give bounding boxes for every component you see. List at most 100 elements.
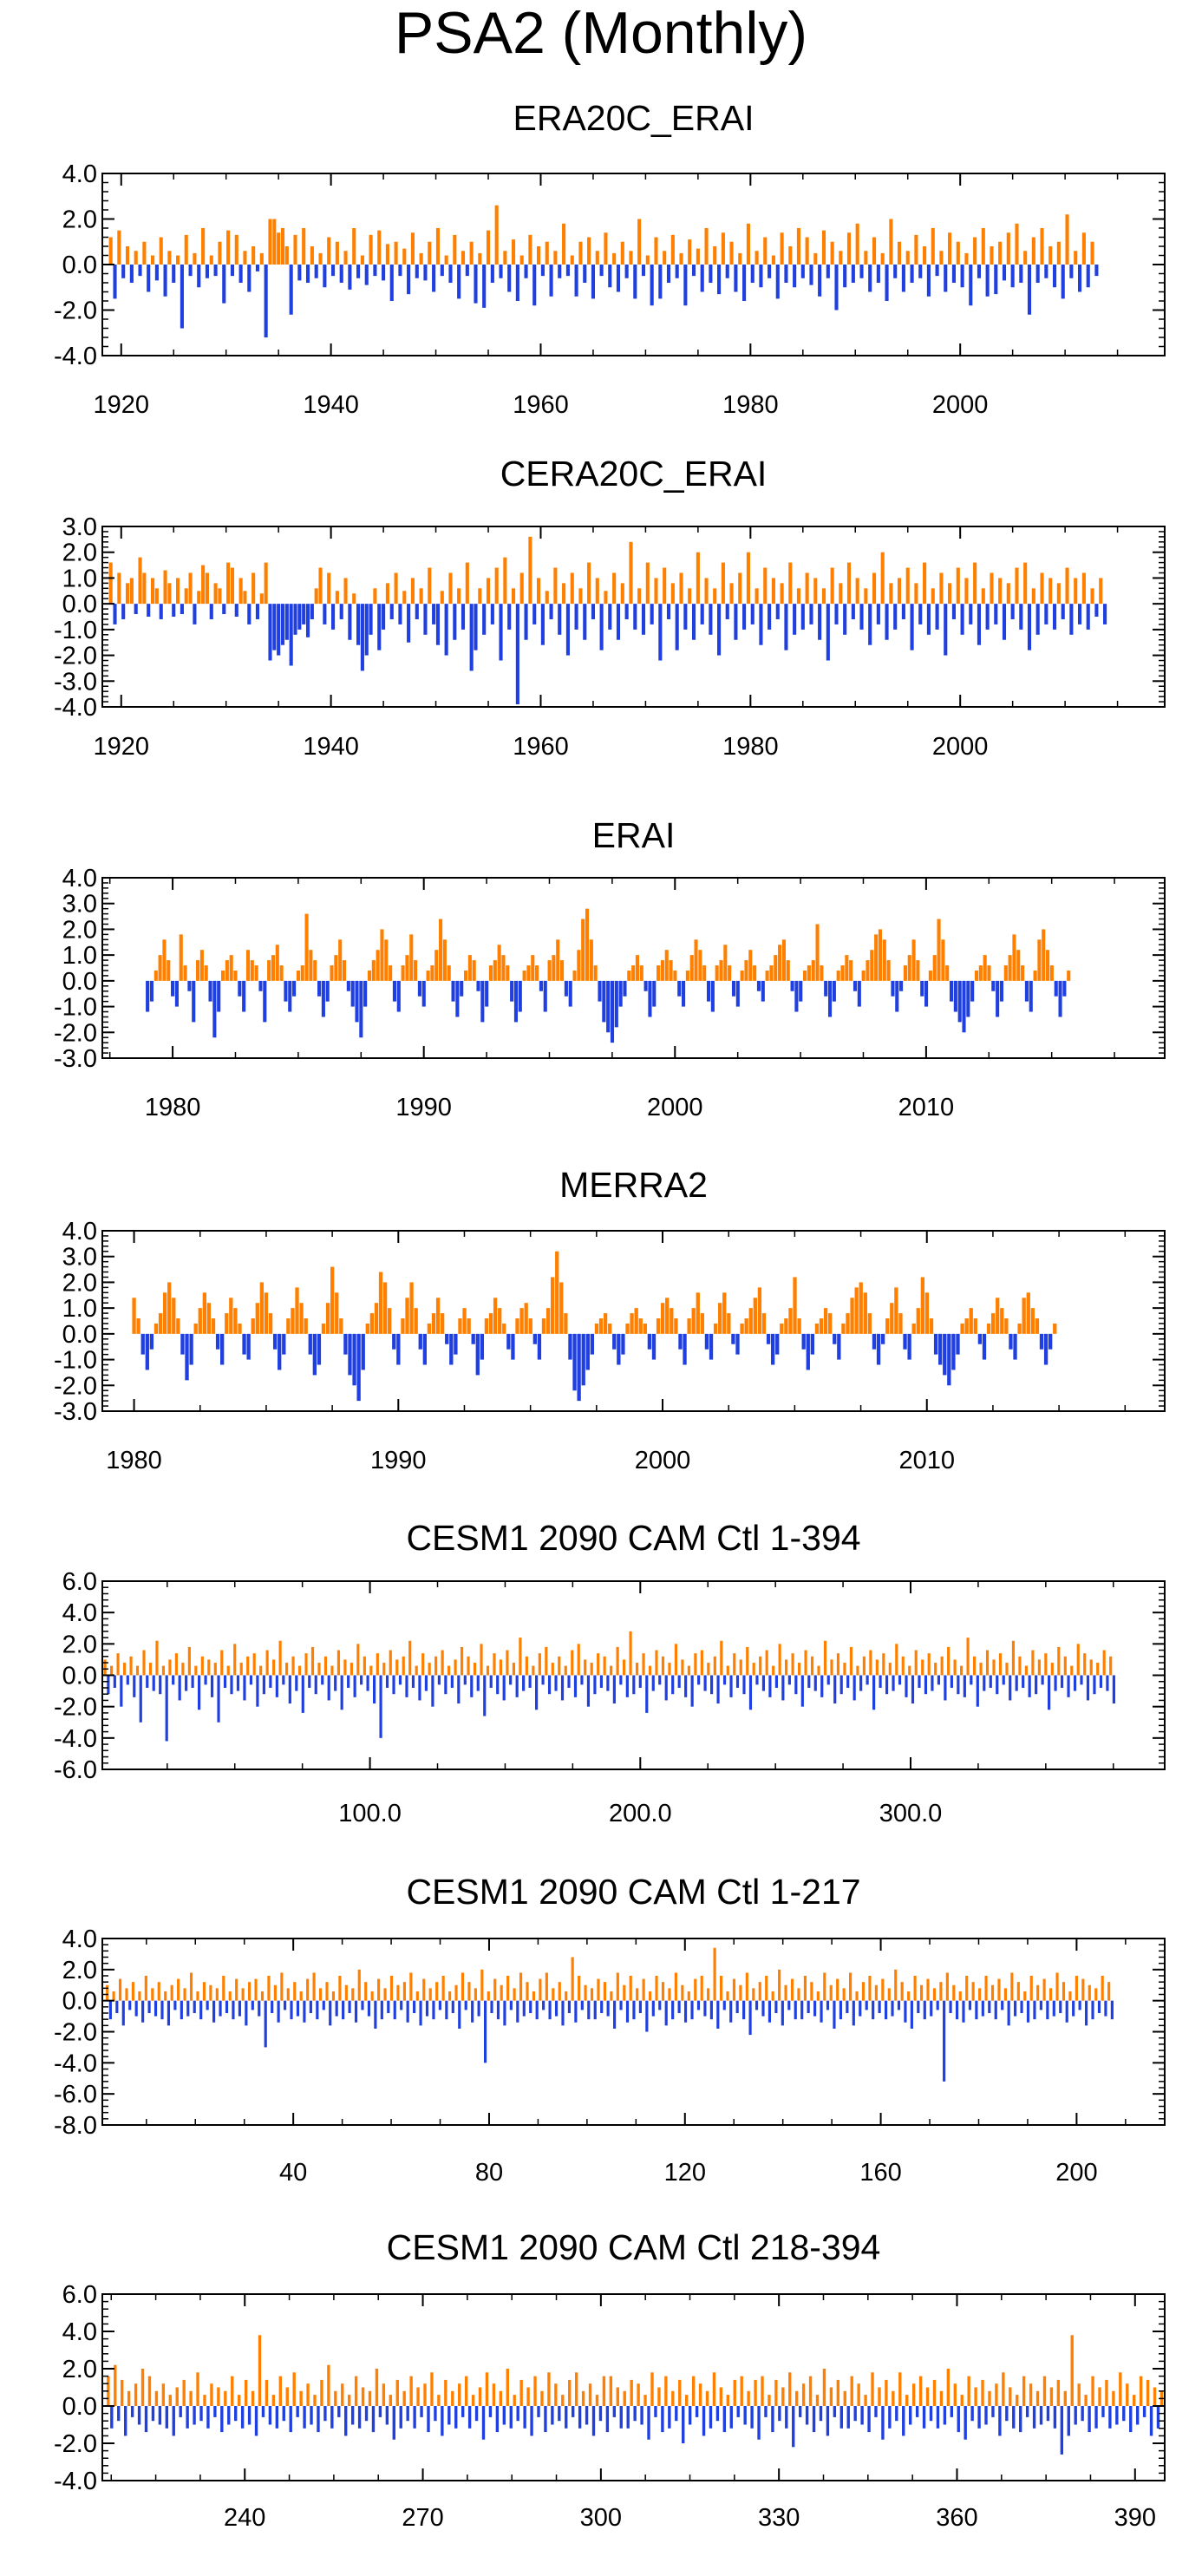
positive-bar [839, 583, 843, 605]
positive-bar [209, 255, 213, 265]
negative-bar [650, 604, 654, 624]
positive-bar [402, 591, 407, 605]
negative-bar [302, 604, 306, 624]
positive-bar [765, 970, 769, 981]
positive-bar [903, 965, 907, 981]
negative-bar [427, 2406, 430, 2433]
positive-bar [1031, 588, 1035, 605]
negative-bar [441, 2406, 444, 2436]
positive-bar [587, 562, 591, 605]
negative-bar [126, 1675, 129, 1685]
y-tick-label: -1.0 [54, 617, 97, 644]
negative-bar [809, 604, 813, 624]
positive-bar [176, 578, 180, 605]
positive-bar [193, 1323, 198, 1334]
positive-bar [612, 252, 617, 265]
positive-bar [354, 2376, 358, 2406]
negative-bar [419, 2000, 422, 2026]
negative-bar [280, 604, 285, 645]
positive-bar [674, 1972, 677, 2001]
positive-bar [867, 1313, 872, 1334]
negative-bar [193, 2406, 196, 2425]
negative-bar [565, 604, 570, 656]
positive-bar [327, 237, 331, 265]
negative-bar [316, 2000, 319, 2020]
positive-bar [246, 1656, 250, 1676]
positive-bar [830, 1659, 833, 1676]
positive-bar [410, 578, 415, 605]
negative-bar [593, 2000, 597, 2020]
negative-bar [180, 604, 184, 615]
positive-bar [1075, 1976, 1078, 2001]
negative-bar [159, 604, 163, 619]
negative-bar [432, 2000, 435, 2020]
negative-bar [581, 1333, 585, 1386]
negative-bar [292, 980, 297, 997]
positive-bar [402, 248, 407, 265]
negative-bar [364, 2406, 369, 2422]
positive-bar [744, 1318, 748, 1334]
positive-bar [610, 1665, 613, 1676]
negative-bar [1007, 2000, 1010, 2026]
positive-bar [541, 1318, 546, 1334]
positive-bar [1048, 246, 1053, 265]
positive-bar [233, 1308, 238, 1334]
negative-bar [482, 265, 487, 308]
negative-bar [984, 2406, 988, 2425]
negative-bar [832, 980, 836, 1002]
negative-bar [1012, 2406, 1016, 2429]
positive-bar [990, 1313, 996, 1334]
negative-bar [1044, 265, 1048, 278]
negative-bar [213, 265, 218, 277]
positive-bar [1005, 1663, 1009, 1676]
negative-bar [1088, 2406, 1091, 2433]
positive-bar [1057, 1646, 1061, 1676]
negative-bar [800, 604, 805, 630]
positive-bar [801, 2383, 806, 2406]
positive-bar [814, 1323, 820, 1334]
positive-bar [519, 2379, 523, 2406]
positive-bar [157, 1982, 160, 2001]
negative-bar [807, 1675, 811, 1688]
y-tick-label: 4.0 [62, 1599, 97, 1627]
positive-bar [201, 565, 206, 605]
positive-bar [581, 2390, 585, 2406]
positive-bar [797, 1663, 801, 1676]
negative-bar [549, 604, 553, 619]
positive-bar [506, 1650, 509, 1676]
positive-bar [144, 1976, 147, 2001]
positive-bar [134, 251, 138, 265]
positive-bar [338, 1976, 342, 2001]
positive-bar [739, 1984, 742, 2001]
negative-bar [781, 1675, 785, 1701]
negative-bar [558, 2406, 561, 2422]
negative-bar [700, 604, 704, 624]
positive-bar [1139, 2376, 1143, 2406]
negative-bar [757, 2406, 761, 2440]
positive-bar [148, 1663, 153, 1676]
positive-bar [230, 567, 235, 605]
negative-bar [602, 980, 606, 1023]
negative-bar [843, 265, 847, 288]
negative-bar [895, 980, 899, 1012]
positive-bar [389, 1650, 392, 1676]
negative-bar [891, 980, 895, 997]
positive-bar [846, 232, 852, 265]
positive-bar [486, 1665, 490, 1676]
negative-bar [271, 2000, 274, 2013]
positive-bar [469, 241, 474, 265]
y-tick-label: -2.0 [54, 1019, 97, 1047]
positive-bar [688, 588, 692, 605]
negative-bar [264, 2000, 267, 2048]
positive-bar [965, 1976, 969, 2001]
negative-bar [537, 1333, 542, 1360]
positive-bar [302, 228, 306, 265]
negative-bar [608, 265, 612, 288]
negative-bar [1019, 265, 1023, 283]
negative-bar [312, 1333, 317, 1376]
negative-bar [985, 604, 990, 630]
negative-bar [633, 2406, 637, 2422]
positive-bar [637, 588, 642, 605]
negative-bar [994, 2000, 997, 2020]
negative-bar [378, 2406, 382, 2417]
